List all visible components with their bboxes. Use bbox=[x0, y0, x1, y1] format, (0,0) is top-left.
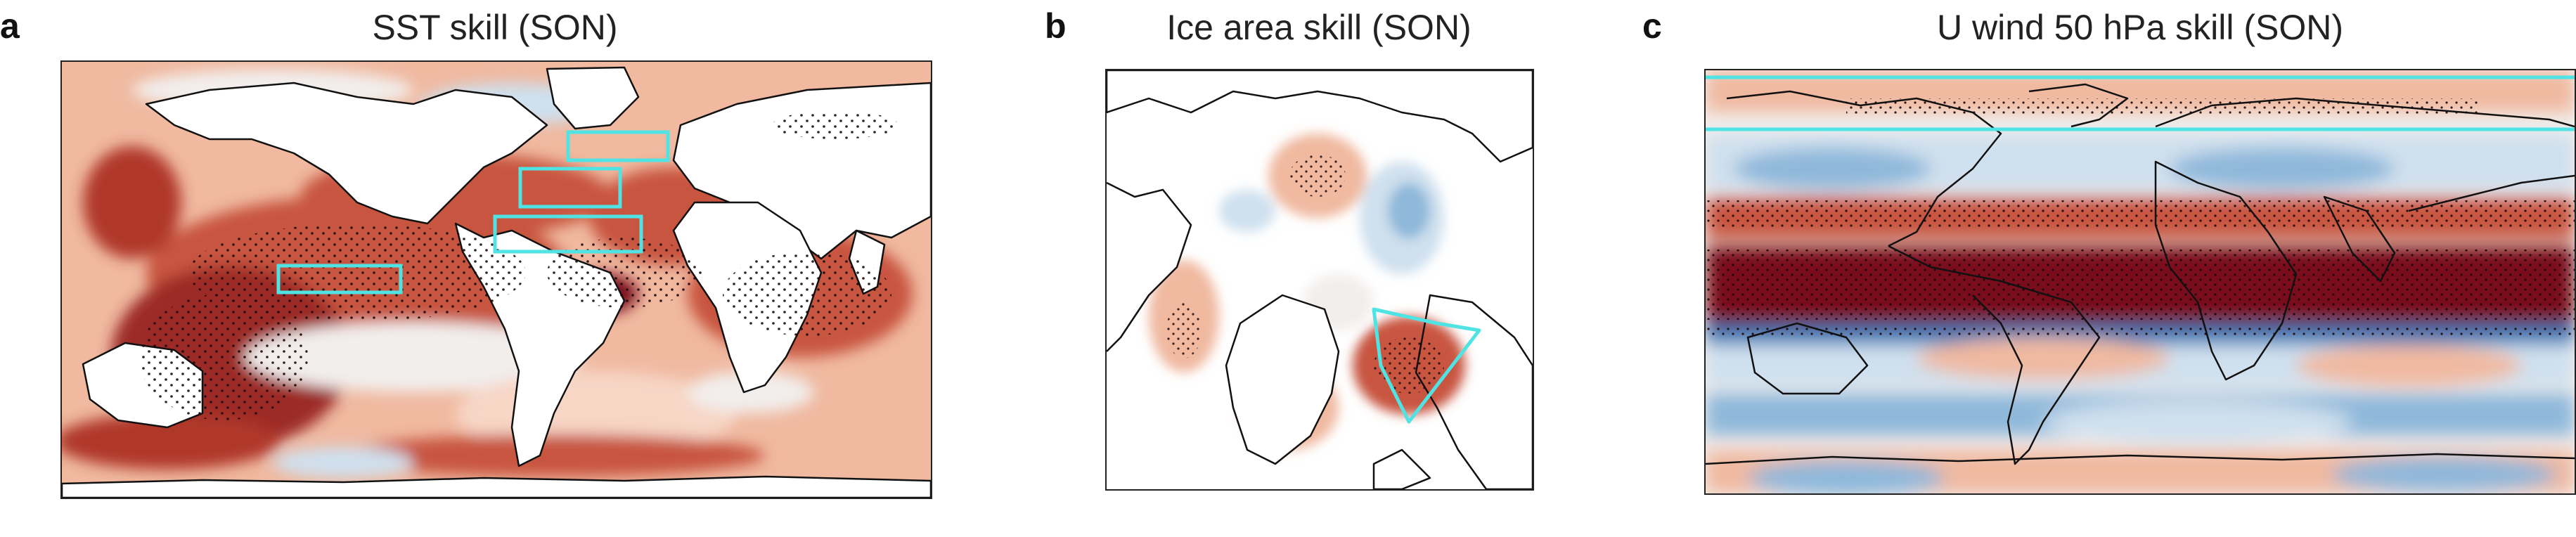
panel-b-title: Ice area skill (SON) bbox=[1166, 8, 1471, 47]
panel-a-letter: a bbox=[0, 6, 20, 46]
ice-area-skill-map bbox=[1105, 69, 1534, 491]
panel-c-letter: c bbox=[1642, 6, 1662, 46]
panel-b-letter: b bbox=[1045, 6, 1067, 46]
panel-c-title: U wind 50 hPa skill (SON) bbox=[1937, 8, 2343, 47]
u-wind-50hpa-skill-map bbox=[1704, 69, 2576, 495]
sst-skill-map bbox=[60, 60, 932, 499]
panel-a-title: SST skill (SON) bbox=[372, 8, 618, 47]
